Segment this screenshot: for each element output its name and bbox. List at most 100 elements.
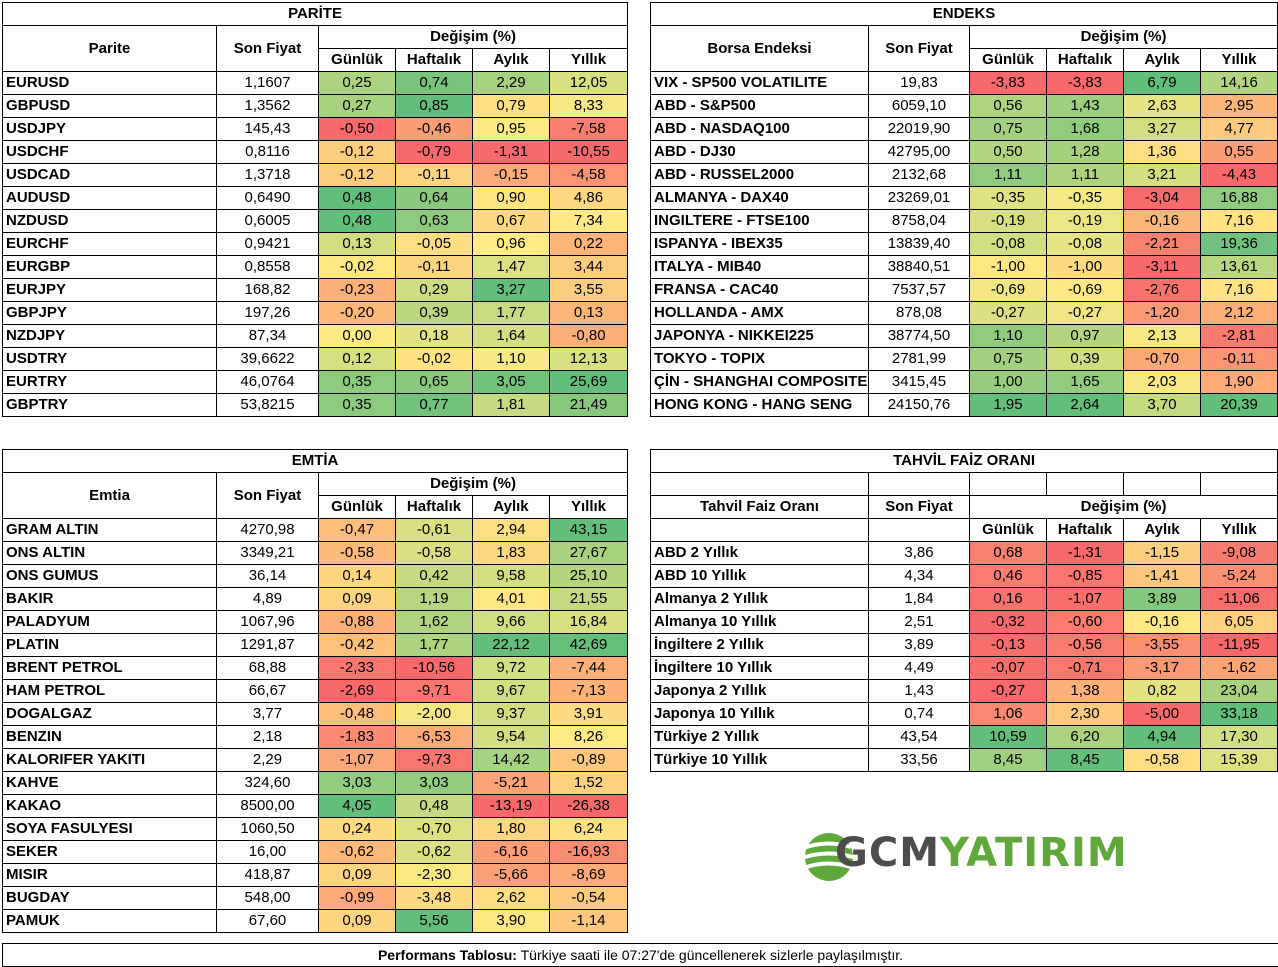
row-change-haftalık: 1,11 bbox=[1046, 163, 1124, 187]
row-change-günlük: -0,12 bbox=[318, 140, 396, 164]
subcol-header: Günlük bbox=[969, 48, 1047, 72]
row-change-yıllık: 21,55 bbox=[548, 587, 629, 611]
row-change-yıllık: 1,90 bbox=[1199, 370, 1278, 394]
col-price-header: Son Fiyat bbox=[216, 25, 319, 72]
row-price: 43,54 bbox=[868, 725, 970, 749]
blank-cell bbox=[1199, 472, 1278, 496]
row-change-aylık: -0,16 bbox=[1123, 209, 1201, 233]
row-price: 68,88 bbox=[216, 656, 319, 680]
row-name: PALADYUM bbox=[2, 610, 217, 634]
row-change-aylık: -0,15 bbox=[472, 163, 550, 187]
row-change-günlük: 0,00 bbox=[318, 324, 396, 348]
row-change-haftalık: 0,48 bbox=[395, 794, 473, 818]
row-change-günlük: 0,12 bbox=[318, 347, 396, 371]
subcol-header: Haftalık bbox=[395, 48, 473, 72]
col-price-header: Son Fiyat bbox=[868, 25, 970, 72]
row-change-günlük: 0,46 bbox=[969, 564, 1047, 588]
row-change-yıllık: 25,69 bbox=[548, 370, 629, 394]
row-change-haftalık: -1,00 bbox=[1046, 255, 1124, 279]
row-price: 4,89 bbox=[216, 587, 319, 611]
row-change-yıllık: -7,13 bbox=[548, 679, 629, 703]
subcol-header: Aylık bbox=[472, 495, 550, 519]
table-row: USDTRY 39,6622 0,12 -0,02 1,10 12,13 bbox=[2, 347, 629, 371]
row-change-yıllık: 2,95 bbox=[1199, 94, 1278, 118]
row-change-haftalık: -0,11 bbox=[395, 255, 473, 279]
row-change-yıllık: 25,10 bbox=[548, 564, 629, 588]
row-change-günlük: -0,20 bbox=[318, 301, 396, 325]
blank-cell bbox=[969, 472, 1047, 496]
row-change-yıllık: -8,69 bbox=[548, 863, 629, 887]
row-name: VIX - SP500 VOLATILITE bbox=[650, 71, 869, 95]
row-price: 2,29 bbox=[216, 748, 319, 772]
row-change-yıllık: -0,54 bbox=[548, 886, 629, 910]
row-change-aylık: 9,37 bbox=[472, 702, 550, 726]
globe-swoosh-icon bbox=[798, 833, 854, 881]
row-change-yıllık: 0,22 bbox=[548, 232, 629, 256]
table-row: EURJPY 168,82 -0,23 0,29 3,27 3,55 bbox=[2, 278, 629, 302]
row-change-aylık: 1,10 bbox=[472, 347, 550, 371]
parite-title: PARİTE bbox=[1, 2, 629, 26]
row-name: BRENT PETROL bbox=[2, 656, 217, 680]
row-change-aylık: -3,55 bbox=[1123, 633, 1201, 657]
table-row: PAMUK 67,60 0,09 5,56 3,90 -1,14 bbox=[2, 909, 629, 933]
row-change-aylık: 1,47 bbox=[472, 255, 550, 279]
row-price: 22019,90 bbox=[868, 117, 970, 141]
row-change-günlük: -0,88 bbox=[318, 610, 396, 634]
row-price: 1291,87 bbox=[216, 633, 319, 657]
row-change-yıllık: 3,55 bbox=[548, 278, 629, 302]
row-name: KALORIFER YAKITI bbox=[2, 748, 217, 772]
table-row: VIX - SP500 VOLATILITE 19,83 -3,83 -3,83 6,7… bbox=[650, 71, 1278, 95]
subcol-header: Aylık bbox=[1123, 518, 1201, 542]
row-change-aylık: -3,04 bbox=[1123, 186, 1201, 210]
row-change-aylık: -5,21 bbox=[472, 771, 550, 795]
row-name: GBPUSD bbox=[2, 94, 217, 118]
row-name: Türkiye 10 Yıllık bbox=[650, 748, 869, 772]
row-change-aylık: 2,29 bbox=[472, 71, 550, 95]
row-change-haftalık: -0,05 bbox=[395, 232, 473, 256]
row-price: 8500,00 bbox=[216, 794, 319, 818]
row-change-aylık: 1,64 bbox=[472, 324, 550, 348]
row-name: BUGDAY bbox=[2, 886, 217, 910]
subcol-header: Yıllık bbox=[1199, 518, 1278, 542]
row-name: HOLLANDA - AMX bbox=[650, 301, 869, 325]
row-change-haftalık: 8,45 bbox=[1046, 748, 1124, 772]
row-change-yıllık: 7,16 bbox=[1199, 278, 1278, 302]
row-change-yıllık: -11,95 bbox=[1199, 633, 1278, 657]
col-price-header: Son Fiyat bbox=[868, 495, 970, 519]
row-change-günlük: 0,56 bbox=[969, 94, 1047, 118]
row-name: KAHVE bbox=[2, 771, 217, 795]
table-row: EURGBP 0,8558 -0,02 -0,11 1,47 3,44 bbox=[2, 255, 629, 279]
row-change-yıllık: 7,34 bbox=[548, 209, 629, 233]
row-price: 168,82 bbox=[216, 278, 319, 302]
row-change-haftalık: -0,61 bbox=[395, 518, 473, 542]
row-change-aylık: -1,31 bbox=[472, 140, 550, 164]
row-change-aylık: -0,58 bbox=[1123, 748, 1201, 772]
subcol-header: Günlük bbox=[969, 518, 1047, 542]
row-change-yıllık: 8,33 bbox=[548, 94, 629, 118]
row-change-günlük: -3,83 bbox=[969, 71, 1047, 95]
row-change-günlük: 1,00 bbox=[969, 370, 1047, 394]
row-change-aylık: -6,16 bbox=[472, 840, 550, 864]
row-change-haftalık: 1,28 bbox=[1046, 140, 1124, 164]
row-change-aylık: 9,72 bbox=[472, 656, 550, 680]
row-change-aylık: -0,70 bbox=[1123, 347, 1201, 371]
row-change-aylık: 4,94 bbox=[1123, 725, 1201, 749]
row-price: 878,08 bbox=[868, 301, 970, 325]
row-change-haftalık: 1,38 bbox=[1046, 679, 1124, 703]
row-change-haftalık: 5,56 bbox=[395, 909, 473, 933]
row-price: 0,8116 bbox=[216, 140, 319, 164]
row-change-aylık: 3,05 bbox=[472, 370, 550, 394]
row-name: BAKIR bbox=[2, 587, 217, 611]
row-change-günlük: -1,07 bbox=[318, 748, 396, 772]
row-name: Japonya 2 Yıllık bbox=[650, 679, 869, 703]
col-name-header: Tahvil Faiz Oranı bbox=[650, 495, 869, 519]
row-change-günlük: 1,10 bbox=[969, 324, 1047, 348]
row-change-aylık: -3,17 bbox=[1123, 656, 1201, 680]
row-change-yıllık: 6,24 bbox=[548, 817, 629, 841]
emtia-panel: EMTİA Emtia Son Fiyat Değişim (%) Günlük Haft… bbox=[1, 449, 629, 933]
row-change-günlük: 1,95 bbox=[969, 393, 1047, 417]
table-row: ONS ALTIN 3349,21 -0,58 -0,58 1,83 27,67 bbox=[2, 541, 629, 565]
row-change-aylık: 9,58 bbox=[472, 564, 550, 588]
row-change-yıllık: 23,04 bbox=[1199, 679, 1278, 703]
table-row: Almanya 2 Yıllık 1,84 0,16 -1,07 3,89 -11,06 bbox=[650, 587, 1278, 611]
